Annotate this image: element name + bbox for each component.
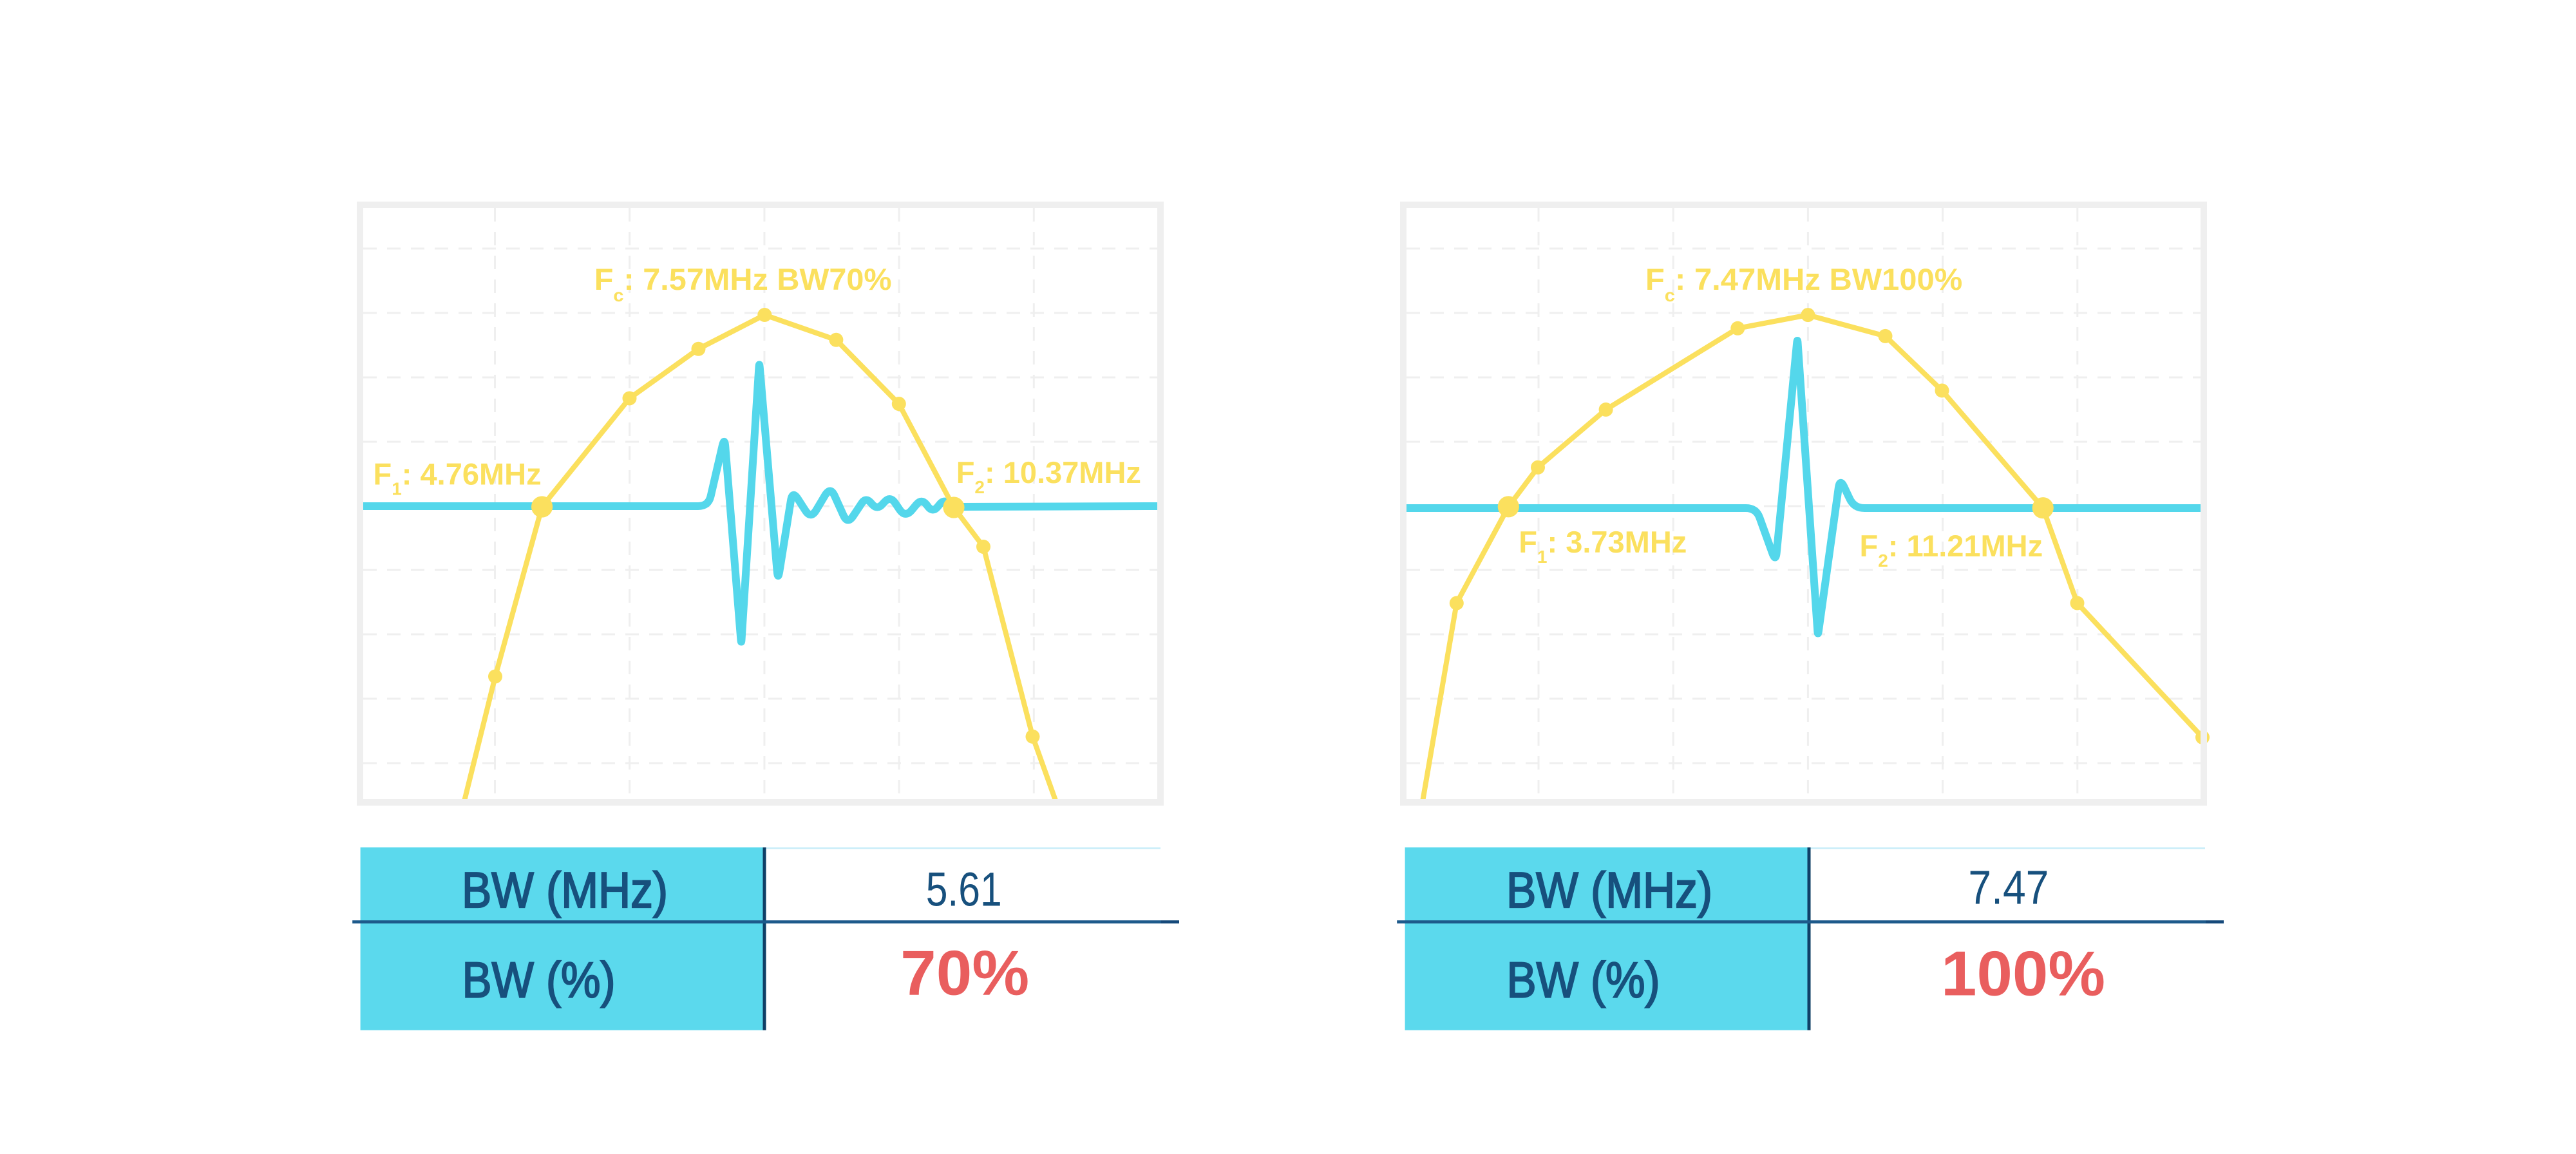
svg-text:Fc: 7.57MHz BW70%: Fc: 7.57MHz BW70%: [594, 263, 892, 306]
svg-text:BW (MHz): BW (MHz): [1506, 862, 1712, 918]
svg-text:70%: 70%: [900, 938, 1029, 1008]
svg-text:Fc: 7.47MHz BW100%: Fc: 7.47MHz BW100%: [1645, 263, 1962, 306]
svg-text:F2: 11.21MHz: F2: 11.21MHz: [1860, 529, 2043, 571]
svg-text:BW (%): BW (%): [1507, 952, 1660, 1008]
svg-text:100%: 100%: [1941, 938, 2105, 1009]
svg-text:BW (MHz): BW (MHz): [462, 862, 668, 918]
svg-text:F2: 10.37MHz: F2: 10.37MHz: [956, 455, 1141, 497]
svg-text:5.61: 5.61: [926, 863, 1002, 916]
svg-text:F1: 4.76MHz: F1: 4.76MHz: [374, 457, 542, 499]
svg-text:F1: 3.73MHz: F1: 3.73MHz: [1519, 525, 1687, 567]
svg-text:7.47: 7.47: [1968, 861, 2049, 914]
svg-text:BW (%): BW (%): [462, 952, 616, 1008]
